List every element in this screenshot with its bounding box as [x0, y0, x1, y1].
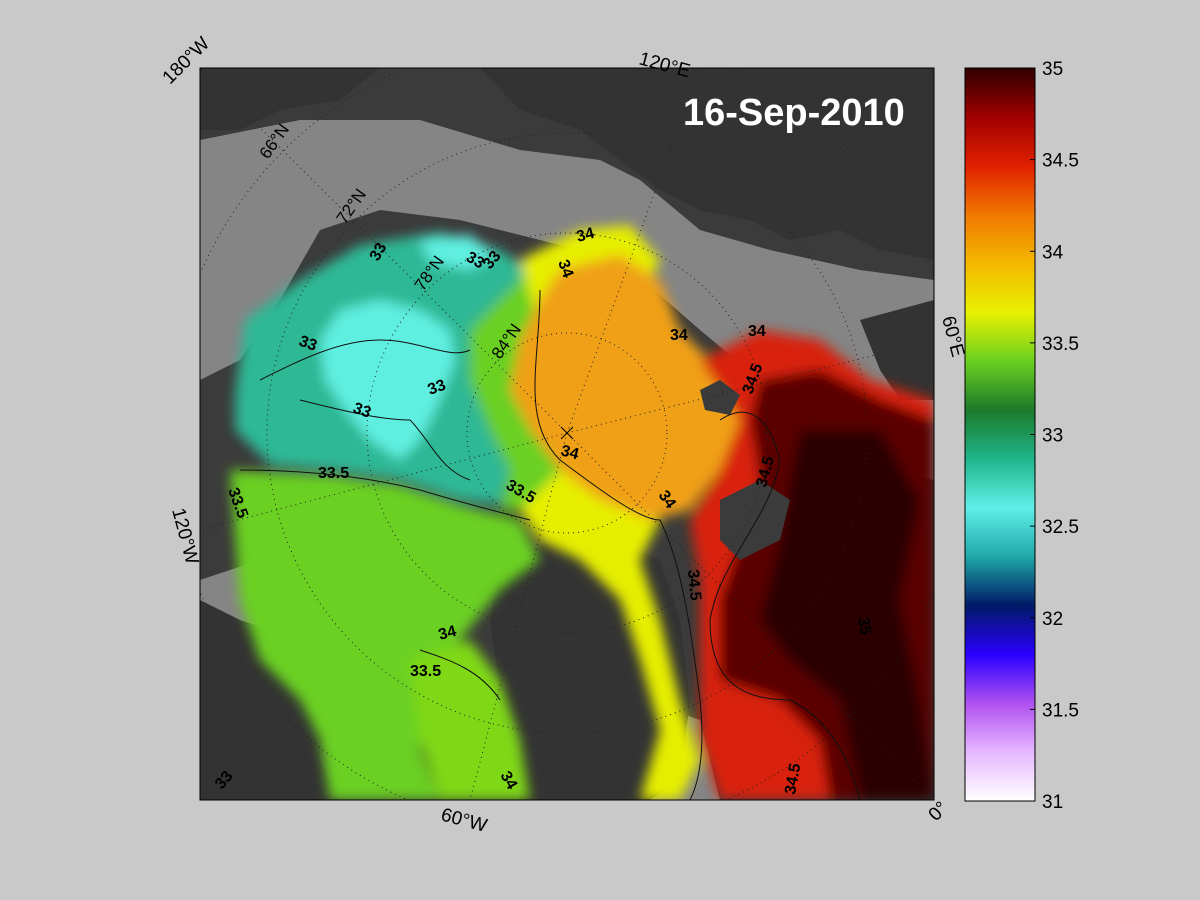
colorbar-tick-label: 35	[1042, 59, 1063, 80]
colorbar-tick-label: 32	[1042, 609, 1063, 630]
contour-label: 33	[351, 400, 374, 422]
meridian-60e	[566, 339, 934, 434]
freshwater-core	[320, 300, 455, 460]
colorbar-tick-label: 32.5	[1042, 517, 1079, 538]
alaska-land	[200, 68, 380, 130]
longitude-label: 60°E	[937, 314, 968, 359]
baffin-bay-green	[410, 640, 530, 800]
contour-label: 33	[426, 377, 449, 399]
contour-lines	[239, 289, 861, 800]
siberia-land	[480, 68, 934, 260]
shelf-area	[200, 120, 934, 480]
contour-label: 33	[463, 249, 487, 273]
colorbar-ticks: 35 34.5 34 33.5 33 32.5 32 31.5 31	[1030, 59, 1079, 813]
salinity-field	[230, 225, 934, 800]
contour-label: 34	[748, 323, 766, 340]
colorbar: 35 34.5 34 33.5 33 32.5 32 31.5 31	[964, 59, 1079, 813]
contour-label: 35	[854, 616, 874, 637]
contour-label: 33.5	[318, 465, 349, 482]
contour-label: 34	[575, 225, 597, 246]
north-pole-marker	[560, 426, 574, 440]
atlantic-core-deep	[760, 430, 934, 800]
map-frame	[199, 67, 935, 801]
map-area: 33 33 33 33 33 33 33 33.5 33.5 33.5 33.5…	[200, 68, 934, 800]
contour-34	[534, 289, 703, 800]
latitude-circle-72	[266, 132, 868, 734]
colorbar-tick-label: 31	[1042, 792, 1063, 813]
contour-label: 34.5	[782, 762, 804, 796]
contour-label: 34	[437, 623, 459, 644]
contour-label: 33	[297, 333, 320, 355]
contour-label: 33	[367, 240, 391, 264]
longitude-label: 120°W	[167, 506, 202, 567]
colorbar-tick-label: 33	[1042, 426, 1063, 447]
colorbar-tick-label: 34	[1042, 242, 1064, 263]
colorbar-tick-label: 31.5	[1042, 700, 1079, 721]
latitude-circle-78	[366, 232, 768, 634]
eurasian-basin-orange	[510, 255, 740, 520]
freshwater-core	[420, 235, 495, 270]
longitude-label: 0°	[925, 798, 953, 826]
colorbar-gradient	[964, 67, 1036, 802]
contour-label: 34	[670, 327, 688, 344]
contour-label: 34	[554, 258, 576, 281]
contour-label: 34	[497, 769, 521, 793]
contour-33	[299, 399, 471, 481]
franz-josef-land	[700, 380, 740, 415]
colorbar-tick-label: 34.5	[1042, 151, 1079, 172]
svalbard-land	[720, 480, 790, 560]
canadian-archipelago-green	[230, 470, 540, 800]
latitude-circle-84	[466, 332, 668, 534]
europe-land	[860, 300, 934, 400]
date-label: 16-Sep-2010	[683, 92, 905, 134]
contour-33	[259, 339, 471, 381]
contour-label: 34	[559, 442, 581, 463]
contour-33-5	[239, 469, 531, 521]
graticule	[200, 68, 934, 800]
longitude-label: 60°W	[439, 805, 490, 837]
contour-label: 34.5	[684, 569, 704, 602]
contour-34-5	[709, 411, 861, 800]
contour-label: 33.5	[410, 663, 441, 680]
colorbar-tick-label: 33.5	[1042, 334, 1079, 355]
contour-33-5	[419, 649, 501, 701]
